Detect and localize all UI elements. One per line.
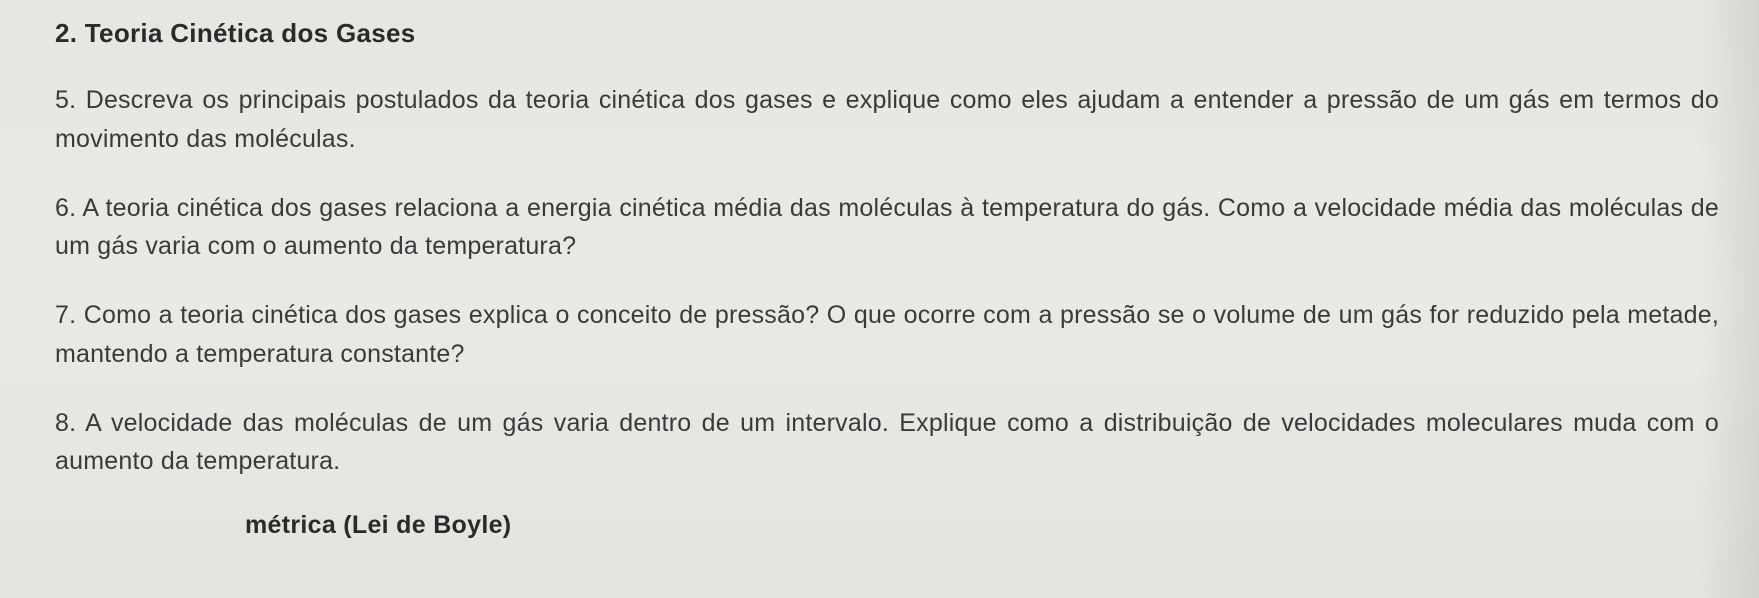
question-5: 5. Descreva os principais postulados da … [55,81,1719,159]
question-8: 8. A velocidade das moléculas de um gás … [55,404,1719,482]
partial-next-section-title: métrica (Lei de Boyle) [245,511,1719,540]
section-title: 2. Teoria Cinética dos Gases [55,18,1719,49]
question-7: 7. Como a teoria cinética dos gases expl… [55,296,1719,374]
question-6: 6. A teoria cinética dos gases relaciona… [55,189,1719,267]
